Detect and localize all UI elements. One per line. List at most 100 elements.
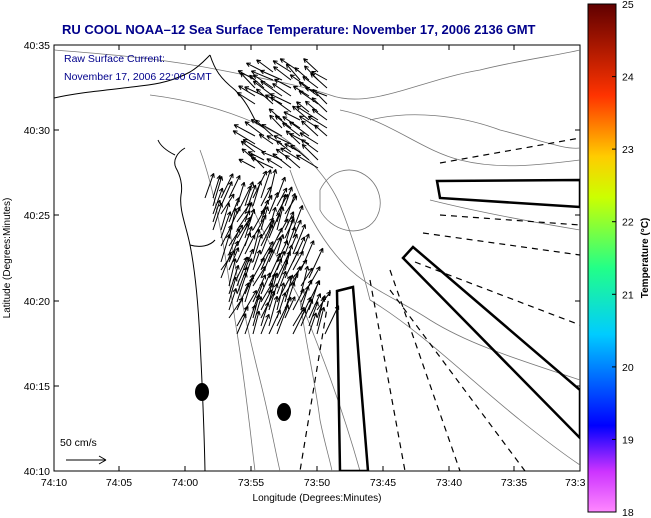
- current-vector: [260, 224, 274, 255]
- current-vector: [276, 187, 288, 207]
- current-vector: [274, 115, 292, 129]
- current-vector: [289, 121, 310, 137]
- x-tick-label: 74:00: [172, 477, 198, 489]
- current-vector: [260, 282, 273, 303]
- current-vector: [299, 132, 319, 145]
- current-vector: [284, 274, 294, 303]
- current-vector: [236, 185, 252, 215]
- current-vector: [292, 105, 310, 121]
- current-vector: [244, 277, 254, 303]
- current-vector: [244, 208, 256, 239]
- current-vector: [292, 250, 304, 271]
- current-vector: [228, 276, 238, 303]
- current-vector: [236, 92, 256, 105]
- current-vector: [276, 282, 286, 311]
- current-vector: [256, 59, 274, 73]
- map-layers: Raw Surface Current: November 17, 2006 2…: [54, 49, 580, 471]
- current-vector: [301, 120, 319, 137]
- current-vector: [228, 228, 241, 255]
- current-vector: [240, 72, 256, 89]
- x-tick-label: 73:35: [501, 477, 527, 489]
- colorbar: 25 24 23 22 21 20 19 18 Temperature (°C): [587, 0, 651, 518]
- y-tick-label: 40:35: [24, 40, 50, 52]
- y-tick-label: 40:30: [24, 125, 50, 137]
- current-vector: [260, 169, 272, 199]
- x-tick-label: 74:05: [106, 477, 132, 489]
- colorbar-label: Temperature (°C): [640, 218, 651, 299]
- colorbar-gradient: [587, 3, 617, 513]
- y-tick-label: 40:20: [24, 296, 50, 308]
- current-vector: [247, 151, 265, 161]
- current-vector: [282, 122, 301, 137]
- y-tick-label: 40:25: [24, 210, 50, 222]
- current-vector: [316, 297, 326, 327]
- current-vector: [300, 139, 319, 153]
- current-vector: [236, 313, 247, 335]
- current-vector: [220, 224, 233, 247]
- current-vector: [250, 119, 265, 129]
- coastline: [54, 54, 256, 471]
- current-vector: [260, 186, 272, 207]
- current-vector: [212, 202, 223, 231]
- current-vector: [314, 124, 328, 137]
- current-vector: [220, 181, 233, 207]
- current-vector: [252, 180, 262, 207]
- current-vector: [220, 234, 231, 263]
- current-vector: [276, 250, 291, 279]
- current-vector: [252, 80, 274, 97]
- x-tick-label: 74:10: [41, 477, 67, 489]
- current-vector: [252, 228, 261, 255]
- current-vector: [244, 181, 255, 207]
- current-vector: [284, 211, 295, 231]
- current-vector: [284, 250, 299, 279]
- current-vector: [269, 93, 292, 105]
- current-vector: [236, 282, 250, 311]
- current-vector: [276, 140, 292, 153]
- current-vector: [284, 272, 299, 295]
- current-vector: [292, 288, 305, 311]
- x-tick-label: 73:3: [565, 477, 586, 489]
- current-vector: [276, 240, 288, 263]
- x-tick-label: 73:55: [238, 477, 264, 489]
- current-vector: [252, 209, 265, 231]
- current-vector: [261, 124, 283, 137]
- current-vector: [283, 111, 301, 121]
- current-vector: [268, 252, 281, 279]
- current-vector: [244, 234, 256, 255]
- current-vector: [236, 232, 251, 263]
- current-vector: [292, 224, 306, 255]
- current-vector: [228, 224, 244, 247]
- current-vector: [272, 153, 292, 169]
- current-vector: [307, 115, 328, 129]
- current-vector: [232, 130, 256, 145]
- current-vector: [284, 244, 294, 271]
- current-vector: [260, 313, 270, 335]
- current-vector: [252, 310, 261, 335]
- current-vector: [296, 101, 310, 113]
- current-vector: [236, 256, 250, 287]
- current-vector: [260, 301, 270, 327]
- current-vector: [260, 247, 272, 271]
- current-vector: [251, 157, 274, 169]
- current-vector: [252, 274, 267, 303]
- current-vector: [250, 70, 274, 81]
- x-axis: 74:10 74:05 74:00 73:55 73:50 73:45 73:4…: [41, 45, 586, 504]
- current-vector: [285, 130, 301, 145]
- current-vector: [274, 78, 292, 89]
- current-vector: [295, 154, 319, 169]
- y-tick-label: 40:10: [24, 466, 50, 478]
- current-vector: [204, 172, 215, 199]
- current-vector: [308, 280, 320, 311]
- current-vector: [276, 206, 285, 231]
- current-vector: [252, 249, 262, 271]
- current-vector: [284, 154, 301, 169]
- current-vector: [294, 67, 310, 81]
- x-tick-label: 73:40: [436, 477, 462, 489]
- current-vector: [244, 86, 265, 97]
- current-vector: [238, 85, 256, 97]
- current-vector: [300, 265, 310, 295]
- colorbar-tick: 18: [622, 507, 634, 518]
- current-vector: [260, 219, 275, 247]
- current-vector: [284, 226, 296, 255]
